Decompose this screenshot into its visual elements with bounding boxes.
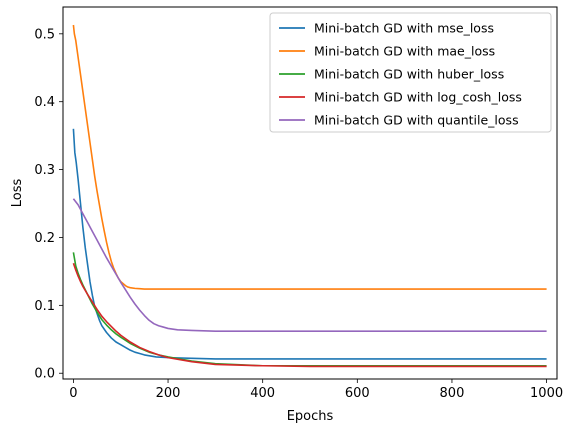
y-tick-label: 0.1 — [34, 299, 55, 314]
x-tick-label: 0 — [69, 386, 77, 401]
legend-label-4: Mini-batch GD with log_cosh_loss — [314, 90, 522, 105]
series-line-4 — [72, 262, 547, 368]
legend-box — [269, 12, 552, 133]
x-tick-label: 200 — [156, 386, 181, 401]
x-tick-label: 1000 — [530, 386, 563, 401]
x-axis: 0 200 400 600 800 1000 — [69, 379, 563, 401]
legend: Mini-batch GD with mse_loss Mini-batch GD… — [269, 12, 552, 133]
x-tick-label: 800 — [440, 386, 465, 401]
legend-label-3: Mini-batch GD with huber_loss — [314, 67, 504, 82]
x-tick-label: 600 — [345, 386, 370, 401]
x-tick-label: 400 — [250, 386, 275, 401]
plot-frame — [62, 6, 558, 380]
y-tick-label: 0.3 — [34, 163, 55, 178]
series-line-5 — [72, 198, 547, 332]
legend-label-2: Mini-batch GD with mae_loss — [314, 44, 495, 59]
y-tick-label: 0.2 — [34, 231, 55, 246]
y-axis: 0.0 0.1 0.2 0.3 0.4 0.5 — [34, 27, 63, 382]
legend-label-1: Mini-batch GD with mse_loss — [314, 21, 494, 36]
series-line-1 — [72, 128, 547, 360]
y-tick-label: 0.5 — [34, 27, 55, 42]
y-tick-label: 0.0 — [34, 367, 55, 382]
y-tick-label: 0.4 — [34, 95, 55, 110]
legend-label-5: Mini-batch GD with quantile_loss — [314, 113, 519, 128]
series-layer — [72, 24, 547, 368]
x-axis-label: Epochs — [287, 409, 334, 424]
y-axis-label: Loss — [10, 179, 25, 208]
